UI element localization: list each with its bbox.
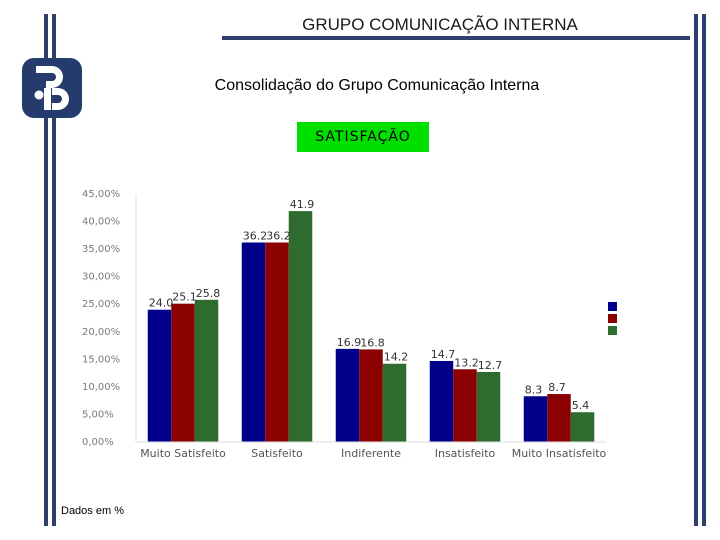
- data-label-2014-3: 16.8: [360, 336, 385, 349]
- category-label: Insatisfeito: [435, 447, 496, 460]
- data-label-2013-1: 24.0: [149, 297, 174, 310]
- bar-2015-2: [288, 211, 313, 442]
- frame-bar-left-2: [52, 14, 56, 526]
- legend-swatch-2014: [608, 314, 617, 323]
- data-labels: 24.0 25.1 25.8 36.2 36.2 41.9 16.9 16.8 14.2 14.7…: [149, 198, 590, 412]
- bar-2015-5: [570, 412, 595, 442]
- y-tick-label: 15,00%: [82, 354, 120, 365]
- data-label-2014-1: 25.1: [172, 291, 197, 304]
- bar-2013-3: [335, 348, 360, 442]
- header-rule: [222, 36, 690, 40]
- bar-2013-2: [241, 242, 266, 442]
- y-axis: 0,00% 5,00% 10,00% 15,00% 20,00% 25,00% 30,00%…: [82, 189, 137, 448]
- data-label-2013-3: 16.9: [337, 336, 362, 349]
- y-tick-label: 20,00%: [82, 327, 120, 338]
- data-label-2013-5: 8.3: [525, 383, 543, 396]
- satisfaction-bar-chart: 0,00% 5,00% 10,00% 15,00% 20,00% 25,00% 30,00%…: [82, 189, 617, 460]
- data-label-2015-5: 5.4: [572, 399, 590, 412]
- data-label-2013-4: 14.7: [431, 348, 456, 361]
- y-tick-label: 0,00%: [82, 437, 114, 448]
- data-label-2014-2: 36.2: [266, 229, 291, 242]
- y-tick-label: 30,00%: [82, 272, 120, 283]
- bar-2013-1: [147, 309, 172, 442]
- frame-bar-left-1: [44, 14, 48, 526]
- frame-bar-right-2: [702, 14, 706, 526]
- data-label-2015-4: 12.7: [478, 359, 503, 372]
- data-label-2015-3: 14.2: [384, 351, 409, 364]
- data-label-2015-2: 41.9: [290, 198, 315, 211]
- bar-2014-4: [453, 369, 477, 442]
- section-badge: SATISFAÇÃO: [297, 122, 429, 152]
- category-label: Indiferente: [341, 447, 401, 460]
- data-label-2015-1: 25.8: [196, 287, 221, 300]
- data-unit-note: Dados em %: [61, 505, 124, 517]
- data-label-2013-2: 36.2: [243, 229, 268, 242]
- frame-bar-right-1: [694, 14, 698, 526]
- data-label-2014-4: 13.2: [454, 356, 479, 369]
- x-axis: Muito Satisfeito Satisfeito Indiferente Ins…: [136, 441, 607, 460]
- bar-2014-1: [171, 303, 195, 442]
- data-label-2014-5: 8.7: [548, 381, 566, 394]
- chart-legend: 201320142015: [608, 302, 617, 335]
- page-title: GRUPO COMUNICAÇÃO INTERNA: [302, 15, 578, 34]
- bar-2014-3: [359, 349, 383, 442]
- bar-2013-5: [523, 396, 548, 442]
- bar-series: [147, 211, 595, 442]
- category-label: Muito Insatisfeito: [512, 447, 607, 460]
- y-tick-label: 35,00%: [82, 244, 120, 255]
- bar-2014-5: [547, 394, 571, 442]
- y-tick-label: 25,00%: [82, 299, 120, 310]
- bar-2015-1: [194, 299, 219, 442]
- category-label: Satisfeito: [251, 447, 303, 460]
- bar-2015-3: [382, 363, 407, 442]
- y-tick-label: 5,00%: [82, 409, 114, 420]
- page-subtitle: Consolidação do Grupo Comunicação Intern…: [214, 77, 540, 94]
- y-tick-label: 45,00%: [82, 189, 120, 200]
- legend-swatch-2015: [608, 326, 617, 335]
- legend-swatch-2013: [608, 302, 617, 311]
- bar-2015-4: [476, 372, 501, 442]
- bar-2013-4: [429, 360, 454, 442]
- bar-2014-2: [265, 242, 289, 442]
- y-tick-label: 10,00%: [82, 382, 120, 393]
- company-logo-icon: [22, 58, 82, 118]
- category-label: Muito Satisfeito: [140, 447, 226, 460]
- y-tick-label: 40,00%: [82, 217, 120, 228]
